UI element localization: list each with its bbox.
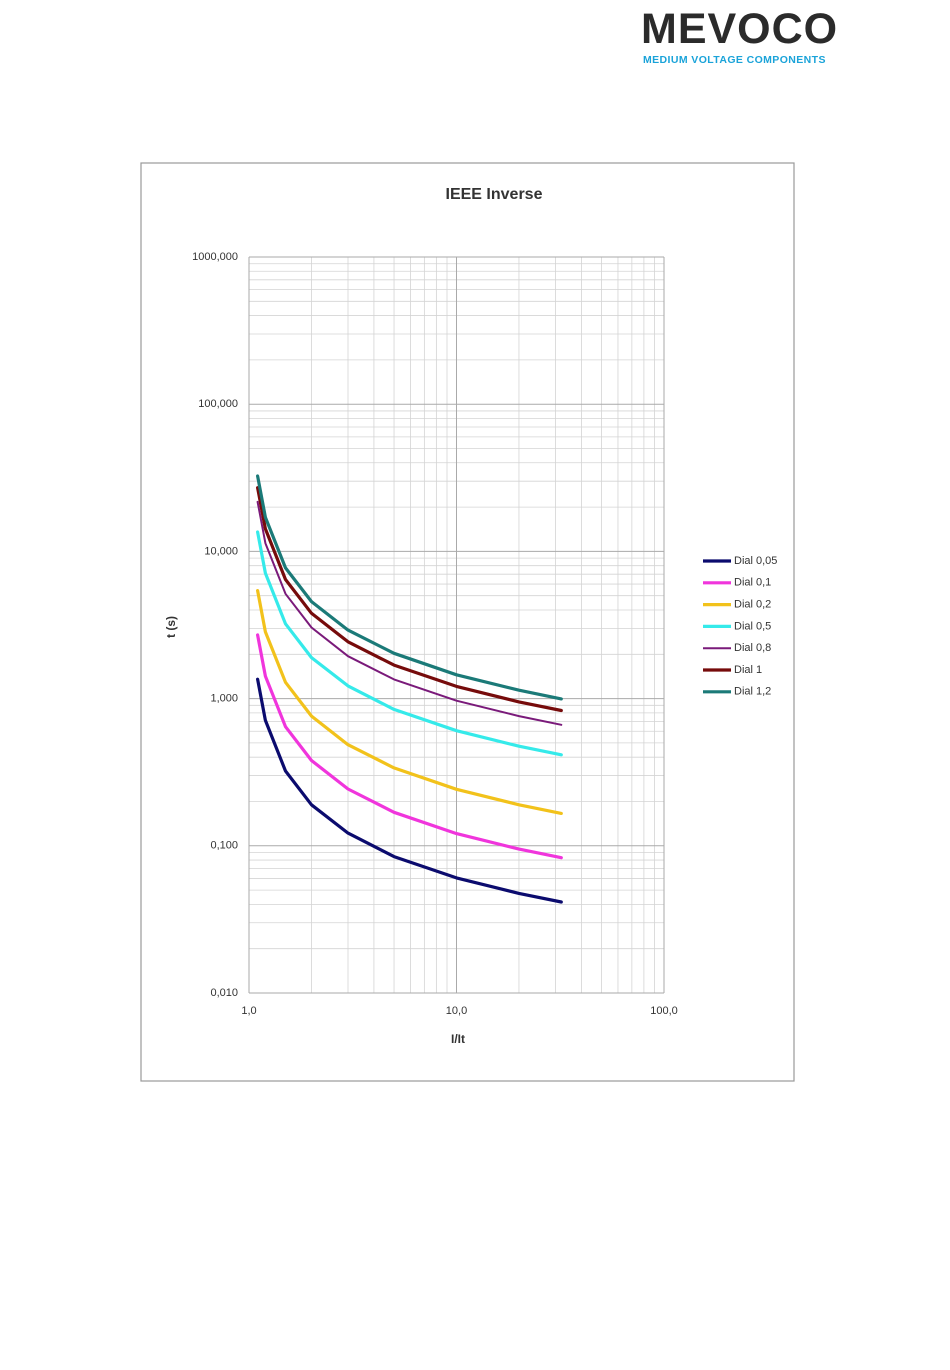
y-tick-label: 1,000 (210, 693, 238, 705)
series-line (256, 530, 563, 757)
legend-label: Dial 0,5 (734, 620, 771, 632)
y-tick-label: 10,000 (204, 545, 238, 557)
y-tick-label: 0,010 (210, 987, 238, 999)
y-tick-label: 100,000 (198, 398, 238, 410)
series-line (256, 588, 563, 816)
legend-label: Dial 0,1 (734, 577, 771, 589)
series-line (256, 474, 563, 701)
x-tick-label: 10,0 (446, 1005, 467, 1017)
chart-frame (140, 162, 795, 1082)
series-line (256, 633, 563, 860)
legend-label: Dial 0,8 (734, 642, 771, 654)
y-tick-label: 0,100 (210, 840, 238, 852)
logo: MEVOCO (641, 5, 839, 53)
legend-label: Dial 1,2 (734, 686, 771, 698)
series-line (256, 500, 563, 726)
x-tick-label: 1,0 (241, 1005, 256, 1017)
legend-label: Dial 0,2 (734, 599, 771, 611)
x-axis-label: I/It (451, 1032, 465, 1046)
series-line (256, 677, 563, 904)
y-tick-label: 1000,000 (192, 251, 238, 263)
series-line (256, 486, 563, 713)
y-axis-label: t (s) (164, 616, 178, 638)
chart-title: IEEE Inverse (446, 186, 543, 203)
x-tick-label: 100,0 (650, 1005, 678, 1017)
tagline: MEDIUM VOLTAGE COMPONENTS (643, 54, 826, 66)
legend-label: Dial 1 (734, 664, 762, 676)
legend-label: Dial 0,05 (734, 555, 777, 567)
